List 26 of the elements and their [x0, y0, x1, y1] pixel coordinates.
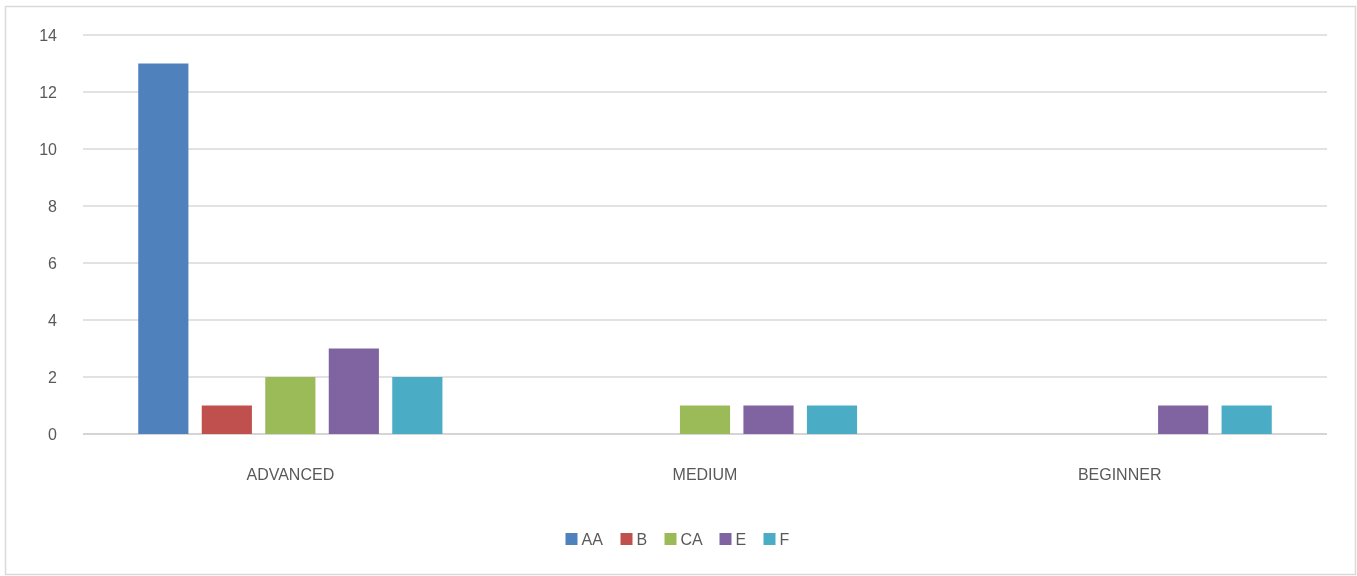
y-tick-label: 0 — [48, 425, 58, 443]
y-tick-label: 12 — [39, 83, 58, 101]
bar — [138, 63, 189, 434]
bar — [1221, 405, 1272, 434]
y-tick-label: 6 — [48, 254, 58, 272]
bar — [328, 348, 379, 434]
bar — [201, 405, 252, 434]
legend-label: E — [735, 530, 747, 548]
x-tick-label: ADVANCED — [246, 465, 335, 483]
y-tick-label: 10 — [39, 140, 58, 158]
y-tick-label: 14 — [39, 26, 58, 44]
bar — [392, 377, 443, 434]
legend-label: F — [779, 530, 790, 548]
legend-label: CA — [680, 530, 704, 548]
x-tick-label: BEGINNER — [1077, 465, 1162, 483]
y-tick-label: 2 — [48, 368, 58, 386]
bar — [1158, 405, 1209, 434]
legend-label: AA — [581, 530, 604, 548]
bar — [265, 377, 316, 434]
y-tick-label: 8 — [48, 197, 58, 215]
bar — [743, 405, 794, 434]
y-tick-label: 4 — [48, 311, 58, 329]
x-tick-label: MEDIUM — [672, 465, 738, 483]
bar — [679, 405, 731, 434]
bar — [806, 405, 858, 434]
legend-label: B — [636, 530, 648, 548]
